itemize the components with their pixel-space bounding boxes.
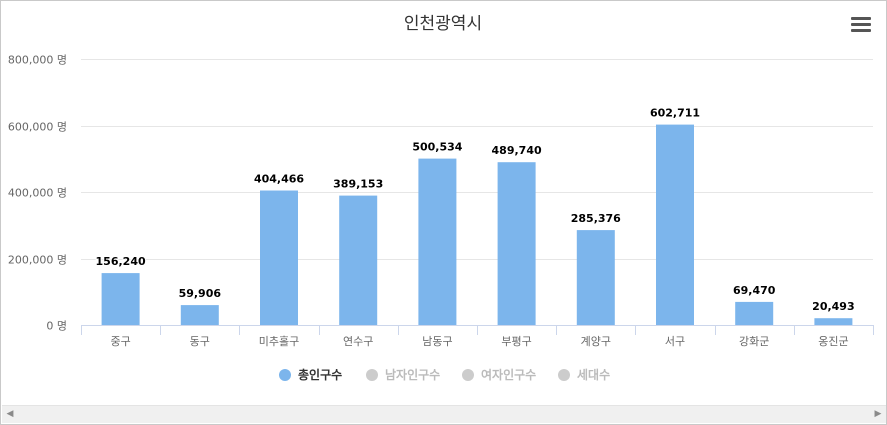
y-axis-labels: 0 명 200,000 명 400,000 명 600,000 명 800,000 명: [8, 54, 67, 333]
legend-symbol: [279, 369, 291, 381]
data-label: 285,376: [571, 212, 621, 225]
x-axis: 중구 동구 미추홀구 연수구 남동구 부평구 계양구 서구 강화군 옹진군: [81, 325, 874, 348]
chart-title: 인천광역시: [404, 14, 482, 34]
y-tick-label: 0 명: [46, 320, 67, 333]
bar[interactable]: [260, 190, 298, 326]
bar[interactable]: [339, 195, 378, 325]
horizontal-scrollbar[interactable]: ◀ ▶: [2, 405, 886, 423]
x-tick-label: 동구: [190, 335, 210, 348]
triangle-left-icon[interactable]: ◀: [6, 409, 14, 419]
hamburger-menu-icon[interactable]: [851, 17, 871, 35]
bar[interactable]: [418, 158, 457, 325]
x-tick-label: 서구: [665, 335, 685, 348]
data-label: 389,153: [333, 178, 383, 191]
x-tick-label: 미추홀구: [259, 335, 299, 348]
bar[interactable]: [814, 318, 853, 325]
x-tick-label: 부평구: [501, 335, 531, 348]
bar[interactable]: [101, 273, 140, 325]
gridlines: [81, 59, 873, 260]
triangle-right-icon[interactable]: ▶: [874, 409, 882, 419]
legend-symbol: [462, 369, 474, 381]
y-tick-label: 200,000 명: [8, 254, 67, 267]
legend-label: 총인구수: [298, 367, 342, 382]
data-label: 156,240: [96, 255, 146, 268]
y-tick-label: 600,000 명: [8, 121, 67, 134]
x-tick-label: 남동구: [422, 335, 452, 348]
legend-label: 세대수: [577, 367, 610, 382]
legend[interactable]: 총인구수 남자인구수 여자인구수 세대수: [279, 367, 610, 382]
bars[interactable]: [101, 124, 853, 326]
legend-symbol: [558, 369, 570, 381]
bar[interactable]: [576, 230, 615, 325]
x-tick-label: 옹진군: [818, 335, 848, 348]
data-label: 59,906: [179, 287, 222, 300]
data-label: 69,470: [733, 284, 776, 297]
y-tick-label: 800,000 명: [8, 54, 67, 67]
bar[interactable]: [180, 305, 219, 325]
chart-canvas: 인천광역시 0 명 200,000 명 400,000 명 600,000 명 800,…: [8, 14, 874, 382]
data-label: 602,711: [650, 107, 700, 120]
x-tick-label: 연수구: [343, 335, 373, 348]
legend-label: 남자인구수: [385, 367, 440, 382]
legend-item[interactable]: 남자인구수: [366, 367, 440, 382]
legend-item[interactable]: 여자인구수: [462, 367, 536, 382]
data-labels: 156,240 59,906 404,466 389,153 500,534 489,74…: [95, 106, 856, 315]
data-label: 500,534: [412, 141, 462, 154]
data-label: 20,493: [812, 300, 854, 313]
bar[interactable]: [656, 124, 694, 325]
legend-label: 여자인구수: [481, 367, 536, 382]
data-label: 489,740: [492, 144, 542, 157]
legend-item[interactable]: 총인구수: [279, 367, 342, 382]
data-label: 404,466: [254, 173, 304, 186]
legend-item[interactable]: 세대수: [558, 367, 610, 382]
x-tick-label: 강화군: [739, 335, 769, 348]
bar[interactable]: [735, 301, 774, 325]
x-tick-label: 중구: [110, 335, 130, 348]
y-tick-label: 400,000 명: [8, 187, 67, 200]
legend-symbol: [366, 369, 378, 381]
x-tick-label: 계양구: [581, 335, 611, 348]
bar[interactable]: [497, 162, 536, 325]
